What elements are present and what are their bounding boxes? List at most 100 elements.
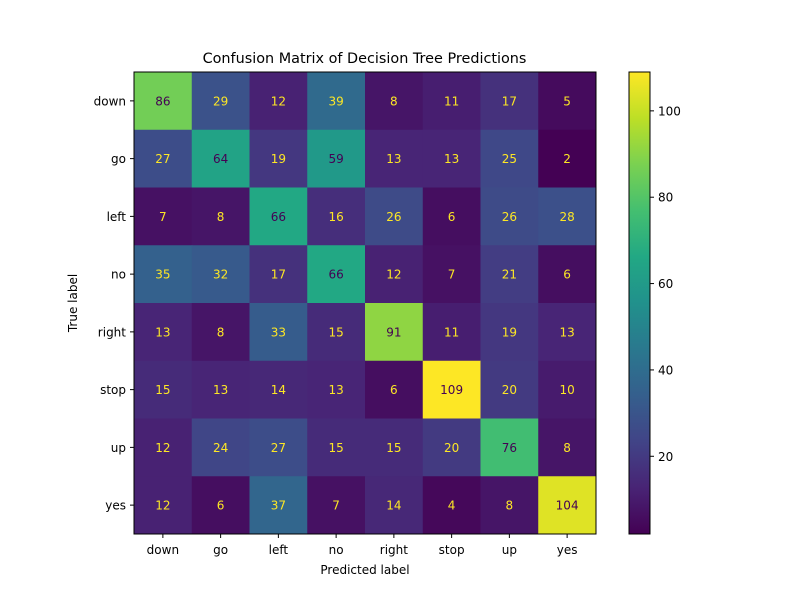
cell-value-label: 8	[390, 94, 398, 108]
cell-value-label: 8	[506, 499, 514, 513]
heatmap-cell	[480, 418, 539, 477]
cell-value-label: 19	[502, 325, 517, 339]
heatmap-cell	[480, 476, 539, 535]
cell-value-label: 8	[217, 325, 225, 339]
cell-value-label: 12	[155, 441, 170, 455]
heatmap-cell	[191, 72, 250, 131]
y-axis-label: True label	[66, 274, 80, 333]
cell-value-label: 13	[386, 152, 401, 166]
y-tick-label: go	[111, 152, 126, 166]
heatmap-cell	[134, 476, 193, 535]
cell-value-label: 19	[271, 152, 286, 166]
y-tick-label: left	[107, 210, 127, 224]
heatmap-cells	[134, 72, 597, 535]
y-tick-label: yes	[105, 499, 126, 513]
cell-value-label: 13	[444, 152, 459, 166]
heatmap-cell-labels: 86 29 12 39 8 11 17 527 64 19 59 13 13 25 27 8 66 16 26 6 26…	[155, 94, 578, 512]
cell-value-label: 91	[386, 325, 401, 339]
cell-value-label: 33	[271, 325, 286, 339]
heatmap-cell	[365, 476, 424, 535]
x-tick-label: yes	[557, 543, 578, 557]
heatmap-cell	[480, 187, 539, 246]
cell-value-label: 25	[502, 152, 517, 166]
cell-value-label: 12	[155, 499, 170, 513]
cell-value-label: 109	[440, 383, 463, 397]
cell-value-label: 26	[502, 210, 517, 224]
cell-value-label: 37	[271, 499, 286, 513]
heatmap-cell	[480, 72, 539, 131]
cell-value-label: 66	[328, 268, 343, 282]
cell-value-label: 26	[386, 210, 401, 224]
cell-value-label: 20	[444, 441, 459, 455]
cell-value-label: 13	[155, 325, 170, 339]
heatmap-cell	[480, 245, 539, 304]
y-tick-label: up	[111, 441, 126, 455]
cell-value-label: 11	[444, 325, 459, 339]
y-tick-label: no	[111, 268, 126, 282]
cell-value-label: 14	[386, 499, 401, 513]
cell-value-label: 64	[213, 152, 228, 166]
heatmap-cell	[249, 72, 308, 131]
heatmap-cell	[422, 72, 481, 131]
heatmap-cell	[134, 245, 193, 304]
heatmap-cell	[134, 303, 193, 362]
heatmap-cell	[422, 418, 481, 477]
colorbar-tick-label: 100	[658, 104, 681, 118]
heatmap-cell	[249, 303, 308, 362]
cell-value-label: 7	[448, 268, 456, 282]
heatmap-cell	[191, 476, 250, 535]
y-tick-label: stop	[100, 383, 126, 397]
cell-value-label: 15	[328, 441, 343, 455]
cell-value-label: 15	[328, 325, 343, 339]
x-tick-label: down	[147, 543, 179, 557]
cell-value-label: 6	[217, 499, 225, 513]
heatmap-cell	[249, 129, 308, 188]
heatmap-cell	[307, 129, 366, 188]
heatmap-cell	[480, 360, 539, 419]
heatmap-cell	[134, 129, 193, 188]
heatmap-cell	[422, 476, 481, 535]
heatmap-cell	[249, 476, 308, 535]
cell-value-label: 5	[563, 94, 571, 108]
heatmap-cell	[249, 418, 308, 477]
x-tick-label: left	[269, 543, 289, 557]
cell-value-label: 14	[271, 383, 286, 397]
heatmap-cell	[538, 303, 597, 362]
heatmap-cell	[307, 360, 366, 419]
cell-value-label: 17	[271, 268, 286, 282]
cell-value-label: 10	[559, 383, 574, 397]
x-tick-label: right	[380, 543, 408, 557]
heatmap-cell	[249, 245, 308, 304]
x-axis-label: Predicted label	[320, 563, 409, 577]
x-tick-label: no	[329, 543, 344, 557]
cell-value-label: 21	[502, 268, 517, 282]
cell-value-label: 8	[563, 441, 571, 455]
heatmap-cell	[191, 187, 250, 246]
heatmap-cell	[365, 187, 424, 246]
heatmap-cell	[365, 129, 424, 188]
heatmap-cell	[480, 303, 539, 362]
heatmap-cell	[365, 245, 424, 304]
heatmap-cell	[191, 360, 250, 419]
cell-value-label: 6	[390, 383, 398, 397]
heatmap-cell	[134, 72, 193, 131]
cell-value-label: 35	[155, 268, 170, 282]
cell-value-label: 13	[328, 383, 343, 397]
heatmap-cell	[134, 418, 193, 477]
heatmap-cell	[365, 360, 424, 419]
cell-value-label: 27	[271, 441, 286, 455]
heatmap-cell	[307, 476, 366, 535]
cell-value-label: 76	[502, 441, 517, 455]
cell-value-label: 13	[559, 325, 574, 339]
cell-value-label: 39	[328, 94, 343, 108]
cell-value-label: 15	[155, 383, 170, 397]
y-tick-label: down	[94, 94, 126, 108]
heatmap-cell	[191, 418, 250, 477]
heatmap-cell	[422, 187, 481, 246]
heatmap-cell	[191, 303, 250, 362]
heatmap-cell	[365, 72, 424, 131]
cell-value-label: 15	[386, 441, 401, 455]
heatmap-cell	[538, 418, 597, 477]
